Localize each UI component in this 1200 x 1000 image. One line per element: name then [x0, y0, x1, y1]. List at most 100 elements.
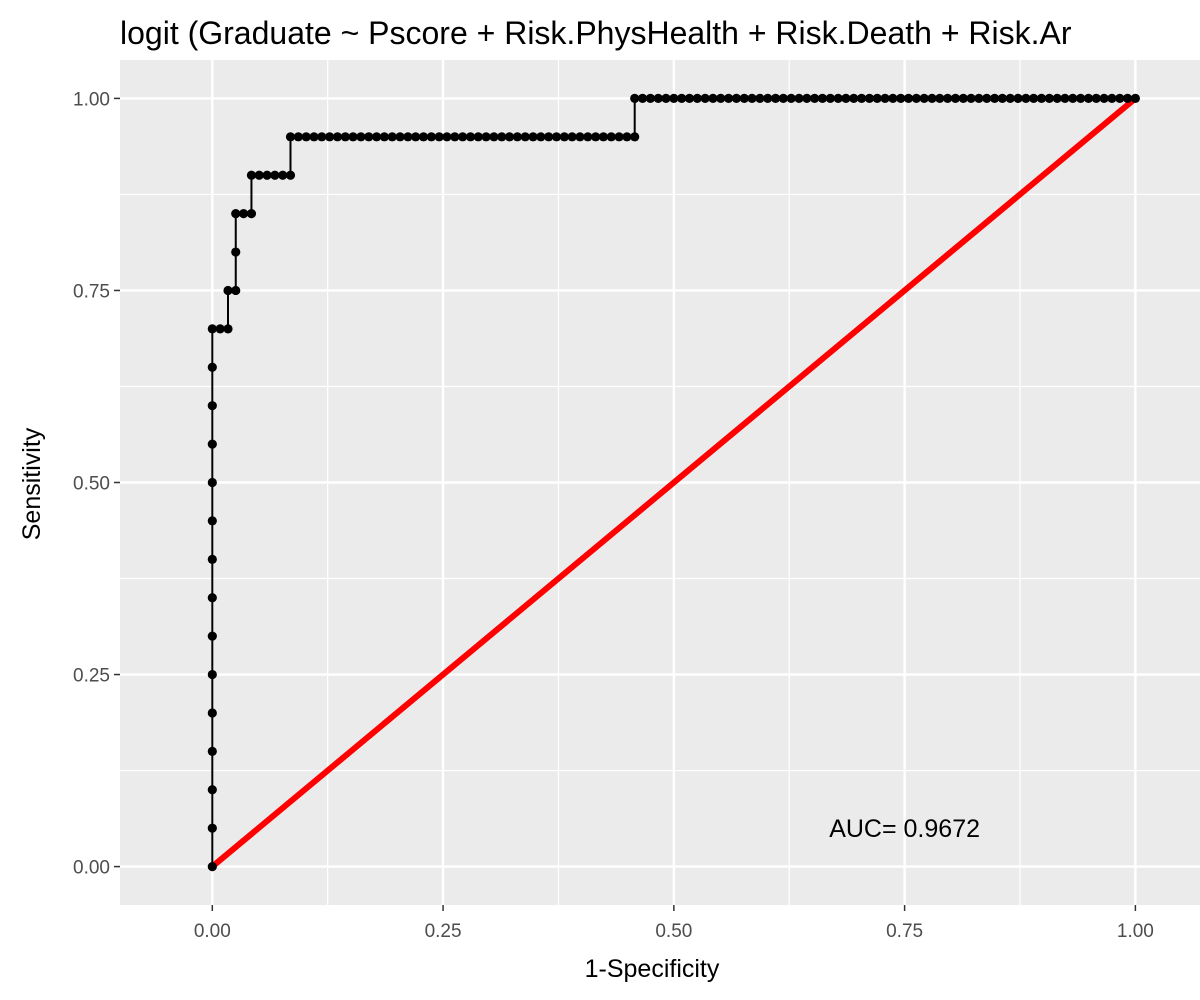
roc-point: [504, 132, 515, 142]
roc-point: [966, 93, 976, 104]
roc-point: [982, 93, 992, 104]
x-tick-label: 0.25: [425, 921, 462, 942]
roc-point: [317, 132, 327, 142]
roc-point: [1091, 93, 1101, 104]
roc-point: [520, 132, 530, 142]
roc-point: [418, 132, 429, 142]
roc-point: [716, 93, 726, 104]
roc-point: [630, 93, 640, 104]
roc-point: [364, 132, 374, 142]
roc-point: [207, 746, 217, 756]
roc-point: [919, 93, 929, 104]
roc-point: [1029, 93, 1039, 104]
roc-point: [903, 93, 914, 104]
x-tick-label: 0.75: [886, 921, 923, 942]
y-tick-label: 1.00: [73, 89, 110, 110]
roc-point: [215, 324, 225, 334]
roc-point: [935, 93, 945, 104]
y-tick-label: 0.50: [73, 474, 110, 495]
roc-point: [825, 93, 835, 104]
roc-point: [880, 93, 890, 104]
roc-point: [207, 477, 217, 488]
roc-point: [1115, 93, 1125, 104]
roc-point: [958, 93, 968, 104]
chart-title: logit (Graduate ~ Pscore + Risk.PhysHeal…: [120, 15, 1072, 51]
roc-point: [450, 132, 460, 142]
roc-point: [575, 132, 585, 142]
roc-point: [1099, 93, 1109, 104]
roc-point: [739, 93, 749, 104]
roc-point: [223, 285, 233, 296]
roc-point: [387, 132, 397, 142]
x-tick-label: 0.00: [194, 921, 231, 942]
auc-annotation: AUC= 0.9672: [829, 815, 980, 843]
roc-point: [911, 93, 921, 104]
roc-point: [684, 93, 695, 104]
roc-point: [207, 362, 217, 372]
roc-point: [301, 132, 311, 142]
roc-point: [403, 132, 413, 142]
roc-point: [896, 93, 906, 104]
roc-point: [223, 324, 233, 334]
roc-point: [340, 132, 350, 142]
roc-point: [677, 93, 687, 104]
roc-point: [974, 93, 984, 104]
roc-point: [645, 93, 656, 104]
roc-point: [778, 93, 788, 104]
roc-point: [723, 93, 734, 104]
roc-point: [309, 132, 319, 142]
roc-point: [1036, 93, 1047, 104]
roc-point: [207, 516, 217, 526]
roc-point: [1076, 93, 1086, 104]
roc-point: [395, 132, 405, 142]
roc-point: [231, 285, 241, 296]
roc-point: [458, 132, 468, 142]
roc-points: [207, 93, 1140, 872]
roc-point: [614, 132, 624, 142]
roc-point: [262, 170, 272, 180]
y-tick-label: 0.75: [73, 281, 110, 302]
roc-point: [731, 93, 742, 104]
roc-point: [332, 132, 343, 142]
roc-point: [207, 708, 217, 718]
roc-point: [583, 132, 593, 142]
roc-point: [1122, 93, 1133, 104]
roc-point: [763, 93, 773, 104]
roc-point: [207, 631, 217, 641]
roc-point: [356, 132, 366, 142]
roc-point: [379, 132, 389, 142]
roc-point: [700, 93, 710, 104]
y-tick-label: 0.00: [73, 858, 110, 879]
roc-point: [872, 93, 882, 104]
roc-point: [442, 132, 452, 142]
roc-point: [888, 93, 898, 104]
roc-point: [598, 132, 609, 142]
roc-point: [1130, 93, 1140, 104]
roc-point: [864, 93, 875, 104]
roc-point: [207, 861, 217, 872]
roc-point: [465, 132, 476, 142]
roc-point: [544, 132, 554, 142]
roc-point: [708, 93, 718, 104]
y-axis-ticks: 0.00 0.25 0.50 0.75 1.00: [73, 89, 120, 879]
x-tick-label: 1.00: [1117, 921, 1154, 942]
roc-point: [1013, 93, 1023, 104]
roc-point: [943, 93, 953, 104]
x-axis-title: 1-Specificity: [585, 955, 720, 983]
roc-point: [278, 170, 288, 180]
roc-point: [285, 132, 296, 142]
roc-point: [817, 93, 828, 104]
roc-point: [849, 93, 859, 104]
roc-point: [1052, 93, 1062, 104]
roc-point: [794, 93, 804, 104]
roc-point: [661, 93, 671, 104]
roc-point: [622, 132, 632, 142]
roc-point: [536, 132, 546, 142]
roc-point: [293, 132, 303, 142]
roc-point: [786, 93, 796, 104]
roc-point: [285, 170, 296, 180]
x-axis-ticks: 0.00 0.25 0.50 0.75 1.00: [194, 905, 1154, 942]
roc-point: [254, 170, 264, 180]
roc-point: [207, 785, 217, 795]
roc-point: [1005, 93, 1015, 104]
